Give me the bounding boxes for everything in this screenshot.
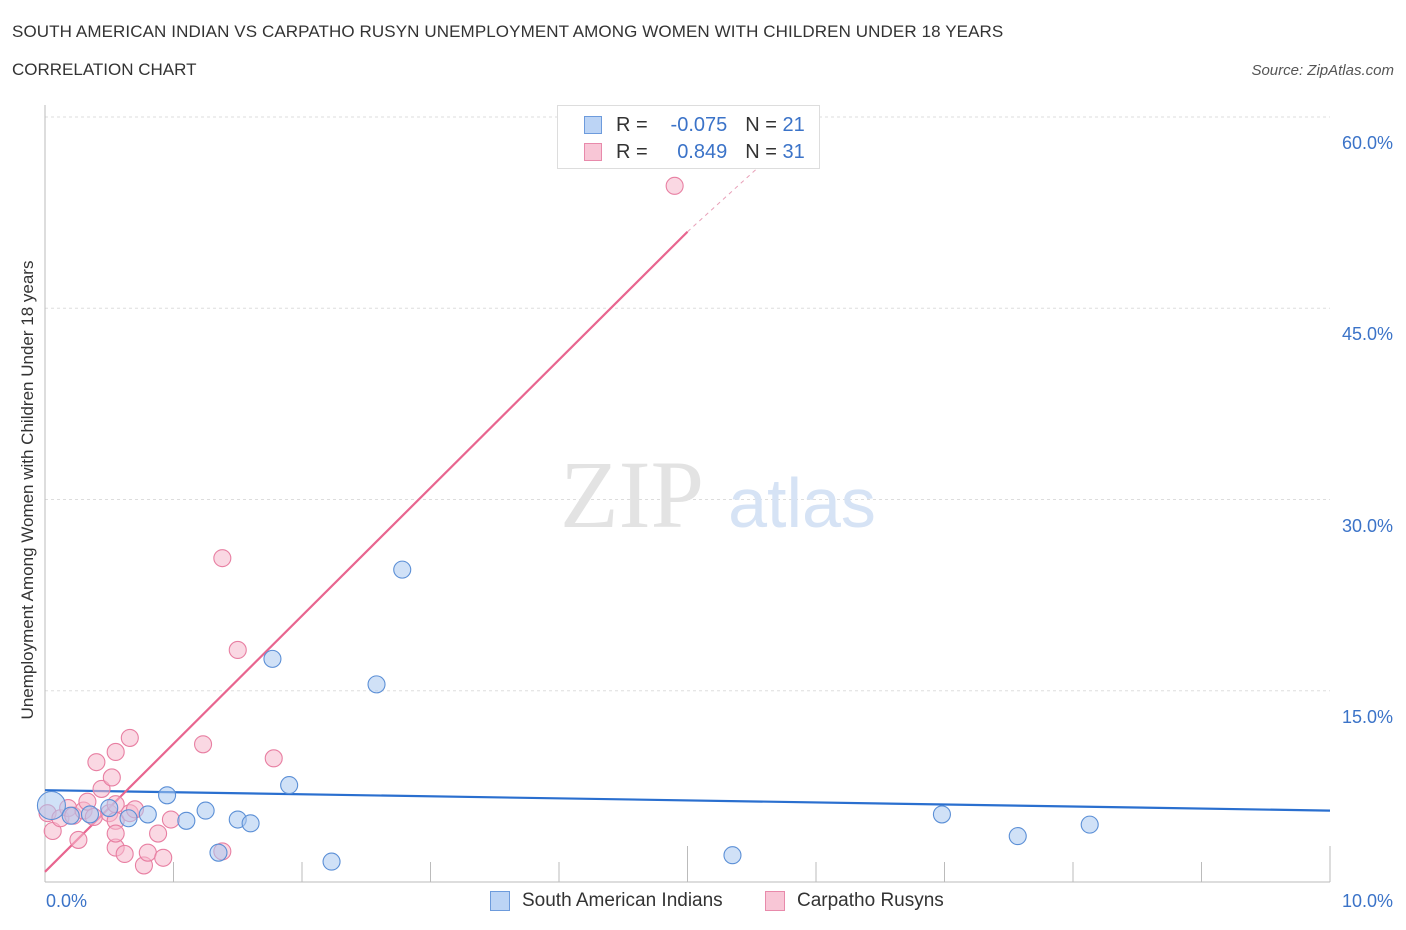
point-south-american-indians	[196, 801, 215, 820]
point-carpatho-rusyns	[115, 844, 134, 864]
point-south-american-indians	[393, 560, 412, 579]
chart-title: SOUTH AMERICAN INDIAN VS CARPATHO RUSYN …	[12, 22, 1004, 41]
point-south-american-indians	[36, 790, 66, 821]
y-tick-label: 45.0%	[1341, 324, 1393, 345]
x-tick-label-max: 10.0%	[1341, 891, 1393, 911]
legend-swatch-pink	[584, 143, 602, 161]
y-tick-label: 30.0%	[1341, 515, 1393, 536]
point-south-american-indians	[158, 786, 177, 805]
r-label: R =	[616, 140, 648, 163]
trend-line-extension	[687, 161, 765, 233]
point-carpatho-rusyns	[106, 824, 125, 843]
point-carpatho-rusyns	[138, 843, 157, 862]
legend-label: Carpatho Rusyns	[797, 890, 944, 911]
trend-line-south-american-indians	[44, 789, 1331, 812]
n-value: 21	[782, 113, 805, 136]
point-carpatho-rusyns	[665, 176, 684, 195]
trend-line-carpatho-rusyns	[44, 230, 689, 873]
point-south-american-indians	[138, 805, 157, 824]
point-south-american-indians	[1008, 827, 1027, 846]
point-carpatho-rusyns	[161, 810, 180, 829]
point-carpatho-rusyns	[92, 779, 111, 798]
point-south-american-indians	[241, 814, 260, 833]
point-south-american-indians	[209, 843, 228, 862]
legend-swatch-blue	[490, 891, 510, 911]
legend-label: South American Indians	[522, 890, 723, 911]
point-carpatho-rusyns	[102, 768, 121, 787]
point-carpatho-rusyns	[213, 549, 232, 568]
r-value: 0.849	[677, 140, 728, 163]
point-carpatho-rusyns	[87, 753, 106, 772]
legend-item-carpatho-rusyns: Carpatho Rusyns	[765, 890, 944, 912]
trend-lines	[44, 161, 1331, 873]
point-south-american-indians	[932, 805, 951, 824]
source-label: Source: ZipAtlas.com	[1251, 62, 1394, 79]
n-value: 31	[782, 140, 805, 163]
stats-row-south-american-indians: R = -0.075 N = 21	[584, 113, 805, 137]
data-points	[36, 176, 1099, 875]
watermark-atlas: atlas	[728, 464, 876, 542]
legend-item-south-american-indians: South American Indians	[490, 890, 723, 912]
stats-row-carpatho-rusyns: R = 0.849 N = 31	[584, 140, 805, 164]
point-south-american-indians	[100, 798, 119, 818]
point-carpatho-rusyns	[194, 735, 213, 754]
watermark-zip: ZIP	[560, 441, 704, 548]
point-south-american-indians	[263, 649, 282, 668]
point-south-american-indians	[61, 806, 80, 825]
n-label: N =	[745, 140, 777, 163]
y-tick-label: 15.0%	[1341, 706, 1393, 727]
point-south-american-indians	[177, 811, 196, 830]
point-carpatho-rusyns	[228, 640, 247, 660]
point-carpatho-rusyns	[149, 824, 168, 843]
axes	[44, 105, 1331, 883]
point-south-american-indians	[119, 809, 138, 828]
point-carpatho-rusyns	[154, 848, 173, 867]
y-tick-label: 60.0%	[1341, 133, 1393, 153]
grid-lines	[45, 116, 1330, 692]
watermark: ZIP atlas	[560, 441, 876, 548]
point-carpatho-rusyns	[264, 749, 283, 768]
point-carpatho-rusyns	[106, 742, 125, 762]
legend-swatch-blue	[584, 116, 602, 134]
stats-legend: R = -0.075 N = 21 R = 0.849 N = 31	[557, 105, 820, 169]
x-tick-label-min: 0.0%	[46, 891, 88, 911]
point-south-american-indians	[1080, 815, 1099, 834]
point-south-american-indians	[367, 675, 386, 694]
y-axis-label: Unemployment Among Women with Children U…	[18, 260, 37, 720]
chart-subtitle: CORRELATION CHART	[12, 60, 197, 79]
legend-swatch-pink	[765, 891, 785, 911]
point-carpatho-rusyns	[69, 830, 88, 849]
point-carpatho-rusyns	[120, 728, 139, 747]
point-south-american-indians	[280, 776, 299, 795]
point-south-american-indians	[322, 852, 341, 871]
r-value: -0.075	[670, 113, 728, 136]
n-label: N =	[745, 113, 777, 136]
point-south-american-indians	[80, 805, 100, 824]
point-south-american-indians	[723, 846, 742, 865]
r-label: R =	[616, 113, 648, 136]
